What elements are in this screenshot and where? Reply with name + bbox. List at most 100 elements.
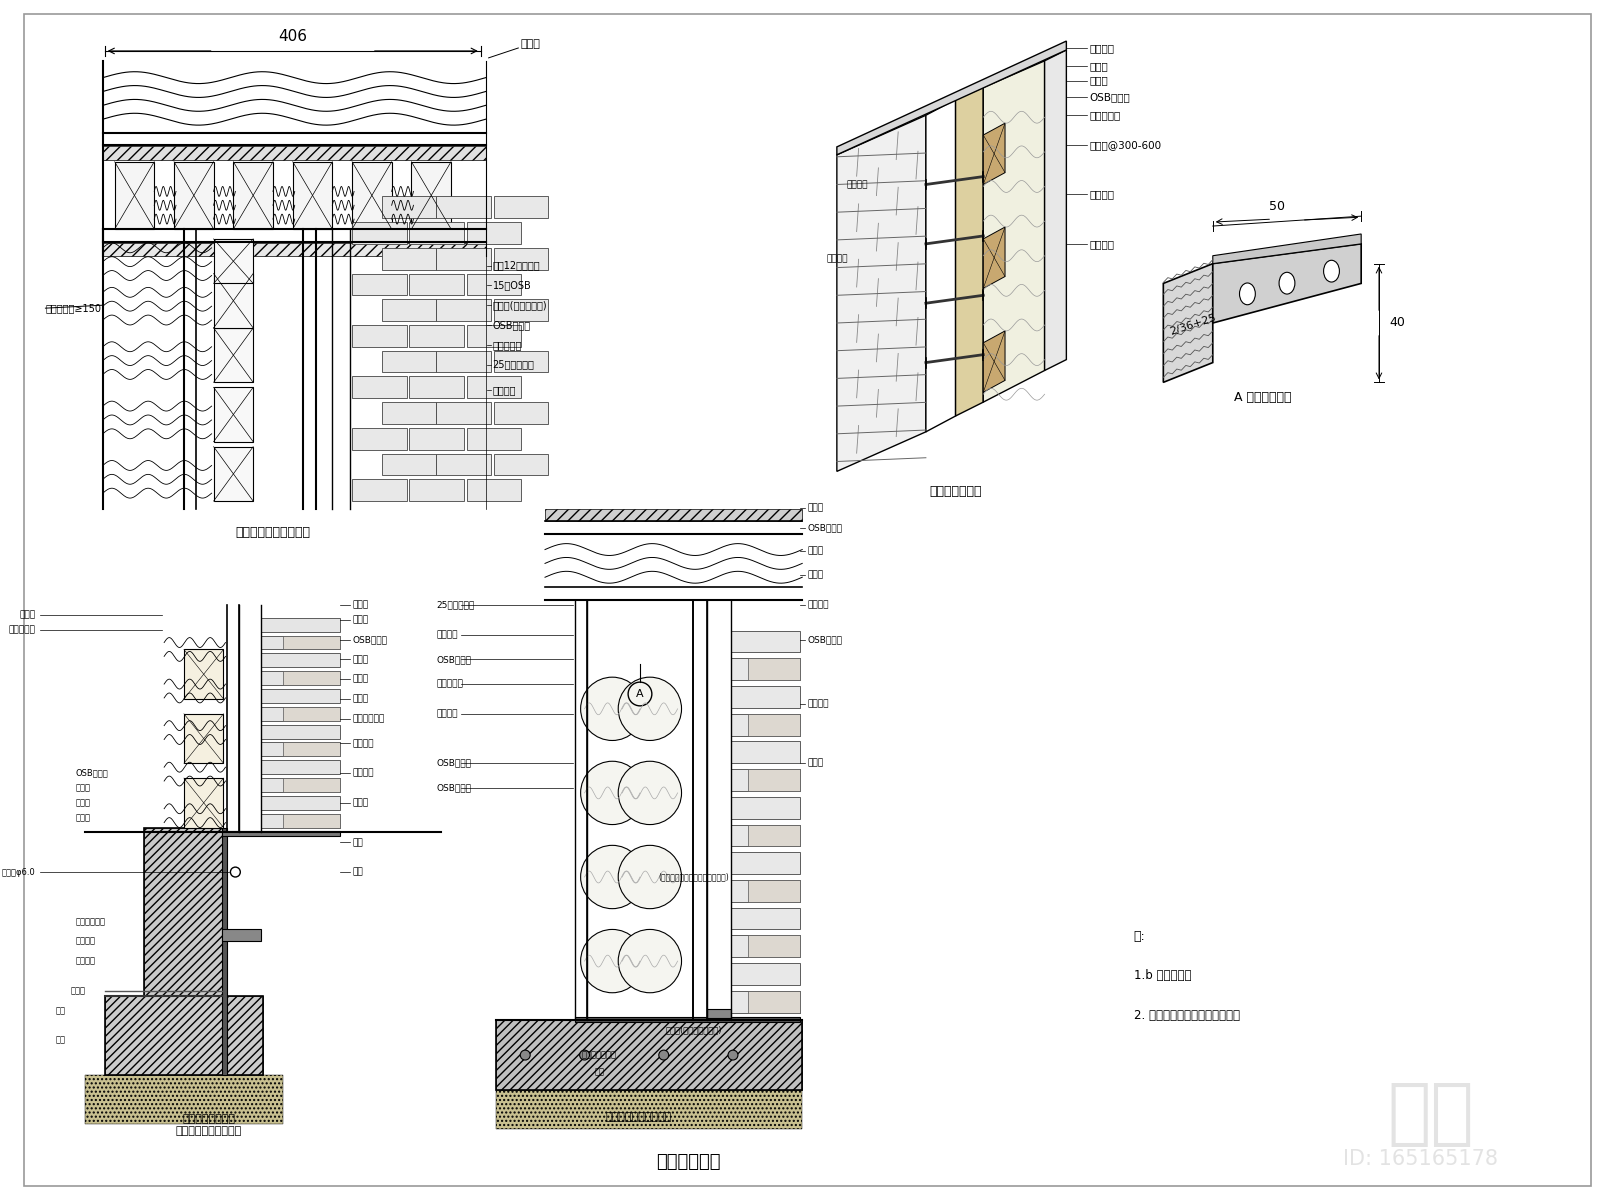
Bar [467, 222, 522, 244]
Bar [747, 991, 800, 1013]
Bar [731, 769, 800, 791]
Bar [731, 935, 800, 958]
Text: 泛水板: 泛水板 [70, 986, 85, 995]
Bar [261, 778, 341, 792]
Bar [731, 742, 800, 763]
Bar [213, 446, 253, 502]
Text: OSB结构板: OSB结构板 [437, 655, 470, 664]
Bar [731, 852, 800, 874]
Text: 2/36+25: 2/36+25 [1168, 313, 1218, 337]
Text: 屋面板: 屋面板 [806, 504, 824, 512]
Text: 钢筋支网: 钢筋支网 [806, 600, 829, 610]
Bar [261, 725, 341, 738]
Bar [467, 274, 522, 295]
Text: 防泡沫水泥层: 防泡沫水泥层 [75, 917, 106, 926]
Bar [293, 162, 333, 229]
Bar [493, 402, 547, 424]
Circle shape [618, 677, 682, 740]
Text: 空气间层: 空气间层 [1090, 239, 1114, 248]
Polygon shape [837, 41, 1066, 155]
Bar [410, 274, 464, 295]
Bar [104, 996, 262, 1075]
Bar [261, 743, 341, 756]
Bar [493, 197, 547, 218]
Bar [410, 377, 464, 398]
Text: 钢筋支网: 钢筋支网 [437, 630, 458, 640]
Bar [283, 671, 341, 685]
Text: 排水: 排水 [595, 1067, 605, 1076]
Text: 防水透气膜: 防水透气膜 [1090, 110, 1120, 120]
Bar [352, 222, 406, 244]
Text: 砌砖饰面: 砌砖饰面 [493, 385, 517, 395]
Ellipse shape [1278, 272, 1294, 294]
Text: 砌砖饰面墙体勒脚节点: 砌砖饰面墙体勒脚节点 [176, 1127, 242, 1136]
Text: A 拉接件示意图: A 拉接件示意图 [1234, 391, 1291, 403]
Text: 保温棉: 保温棉 [806, 546, 824, 556]
Polygon shape [837, 115, 926, 472]
Bar [184, 778, 224, 828]
Text: 防潮纸搭接≥150: 防潮纸搭接≥150 [45, 304, 101, 313]
Bar [467, 428, 522, 450]
Text: 25厚空气间层: 25厚空气间层 [437, 600, 475, 610]
Text: 防水透气膜: 防水透气膜 [8, 625, 35, 634]
Bar [574, 1018, 800, 1022]
Text: 泛水板: 泛水板 [352, 798, 368, 808]
Ellipse shape [1240, 283, 1256, 305]
Bar [221, 830, 341, 836]
Bar [382, 248, 437, 270]
Polygon shape [984, 331, 1005, 392]
Bar [382, 299, 437, 322]
Circle shape [579, 1050, 589, 1060]
Bar [283, 707, 341, 721]
Text: 木龙骨(内填保温棉): 木龙骨(内填保温棉) [493, 300, 547, 310]
Text: 构造层次示意图: 构造层次示意图 [930, 485, 982, 498]
Bar [410, 479, 464, 502]
Bar [410, 325, 464, 347]
Text: 知末: 知末 [1387, 1080, 1474, 1148]
Text: 磁砖层: 磁砖层 [352, 655, 368, 664]
Bar [352, 377, 406, 398]
Text: 有地下室或车库层: 有地下室或车库层 [182, 1115, 235, 1124]
Text: 垃圾: 垃圾 [352, 838, 363, 847]
Bar [261, 654, 341, 667]
Ellipse shape [1323, 260, 1339, 282]
Bar [102, 146, 486, 160]
Bar [493, 248, 547, 270]
Text: 1.b 饰面砖厚度: 1.b 饰面砖厚度 [1134, 970, 1190, 983]
Bar [221, 930, 261, 941]
Bar [102, 242, 486, 256]
Text: 保温棉: 保温棉 [352, 695, 368, 703]
Text: 防水透气膜: 防水透气膜 [437, 679, 462, 689]
Text: 406: 406 [278, 29, 307, 44]
Bar [747, 714, 800, 736]
Text: 防泡沫水泥层: 防泡沫水泥层 [352, 714, 384, 724]
Bar [437, 350, 491, 372]
Text: 墙柱: 墙柱 [352, 868, 363, 876]
Bar [261, 689, 341, 703]
Bar [382, 350, 437, 372]
Bar [496, 1090, 802, 1129]
Bar [261, 671, 341, 685]
Circle shape [581, 677, 643, 740]
Circle shape [618, 930, 682, 992]
Bar [85, 1075, 283, 1124]
Circle shape [659, 1050, 669, 1060]
Text: (架空层时格基墙增强通道保温层): (架空层时格基墙增强通道保温层) [658, 872, 728, 882]
Bar [731, 880, 800, 901]
Bar [283, 814, 341, 828]
Text: 砌砖饰面墙体勒脚节点: 砌砖饰面墙体勒脚节点 [606, 1112, 672, 1122]
Polygon shape [984, 61, 1045, 402]
Circle shape [618, 761, 682, 824]
Bar [437, 454, 491, 475]
Bar [261, 796, 341, 810]
Text: 膨水孔φ6.0: 膨水孔φ6.0 [2, 868, 35, 876]
Bar [731, 964, 800, 985]
Text: OSB墙面板: OSB墙面板 [75, 769, 107, 778]
Text: 注:: 注: [1134, 930, 1146, 943]
Bar [410, 222, 464, 244]
Bar [144, 828, 224, 996]
Bar [221, 828, 227, 1075]
Bar [546, 509, 802, 521]
Text: OSB结构板: OSB结构板 [437, 784, 470, 792]
Text: 防水卷材: 防水卷材 [437, 709, 458, 719]
